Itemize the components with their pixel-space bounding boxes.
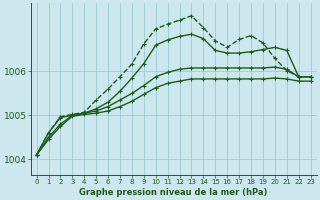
X-axis label: Graphe pression niveau de la mer (hPa): Graphe pression niveau de la mer (hPa)	[79, 188, 268, 197]
